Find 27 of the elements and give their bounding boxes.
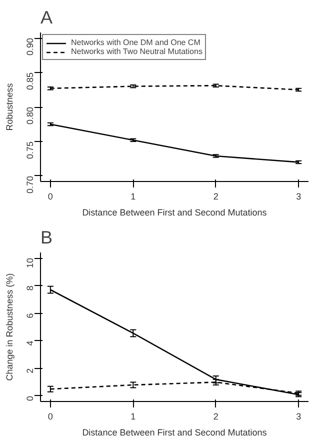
x-axis-title: Distance Between First and Second Mutations xyxy=(82,428,268,438)
y-tick-label: 0.75 xyxy=(25,141,35,160)
y-tick-label: 0.70 xyxy=(25,176,35,194)
y-tick-label: 4 xyxy=(25,340,35,346)
y-tick-label: 0.85 xyxy=(25,72,35,90)
y-tick-label: 0 xyxy=(25,396,35,401)
x-tick-label: 3 xyxy=(296,412,302,422)
y-tick-label: 0.80 xyxy=(25,106,35,125)
x-tick-label: 0 xyxy=(48,412,53,422)
y-axis-title: Change in Robustness (%) xyxy=(4,273,14,381)
x-tick-label: 0 xyxy=(48,192,53,202)
chart-title: B xyxy=(40,228,53,248)
x-tick-label: 2 xyxy=(213,192,218,202)
x-tick-label: 3 xyxy=(296,192,302,202)
x-tick-label: 2 xyxy=(213,412,218,422)
chart-title: A xyxy=(40,8,53,28)
y-tick-label: 0.90 xyxy=(25,38,35,56)
y-tick-label: 10 xyxy=(25,258,35,268)
legend-label: Networks with Two Neutral Mutations xyxy=(71,47,202,56)
x-axis-title: Distance Between First and Second Mutations xyxy=(82,208,268,218)
legend-label: Networks with One DM and One CM xyxy=(71,38,200,47)
x-tick-label: 1 xyxy=(130,412,136,422)
x-tick-label: 1 xyxy=(130,192,136,202)
y-tick-label: 6 xyxy=(25,313,35,318)
y-axis-title: Robustness xyxy=(4,82,14,131)
y-tick-label: 8 xyxy=(25,286,35,291)
y-tick-label: 2 xyxy=(25,368,35,374)
